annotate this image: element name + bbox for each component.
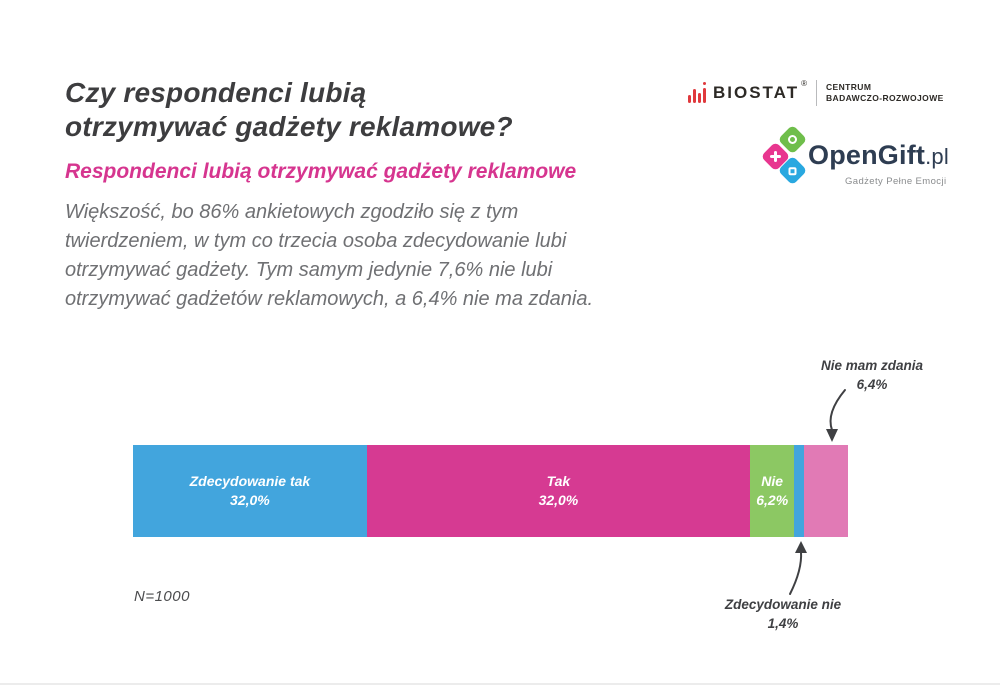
- stacked-bar: Zdecydowanie tak 32,0% Tak 32,0% Nie 6,2%: [133, 445, 848, 537]
- biostat-bars-icon: [688, 82, 706, 103]
- page-title: Czy respondenci lubią otrzymywać gadżety…: [65, 76, 705, 144]
- page-title-line2: otrzymywać gadżety reklamowe?: [65, 111, 513, 142]
- page-title-line1: Czy respondenci lubią: [65, 77, 367, 108]
- annotation-nie-mam-zdania: Nie mam zdania 6,4%: [787, 356, 957, 394]
- logo-divider: [816, 80, 817, 106]
- sample-size-note: N=1000: [134, 588, 190, 605]
- registered-mark: ®: [801, 79, 809, 88]
- summary-line: otrzymywać gadżetów reklamowych, a 6,4% …: [65, 288, 594, 310]
- opengift-wordmark: OpenGift.pl: [808, 140, 949, 170]
- bar-segment-nie: Nie 6,2%: [750, 445, 795, 537]
- segment-value: 6,2%: [756, 492, 789, 508]
- segment-label: Tak: [546, 473, 571, 489]
- callout-arrow-down-icon: [826, 389, 846, 442]
- annotation-value: 6,4%: [856, 377, 888, 392]
- annotation-value: 1,4%: [767, 616, 799, 631]
- opengift-tagline: Gadżety Pełne Emocji: [845, 176, 947, 187]
- summary-line: twierdzeniem, w tym co trzecia osoba zde…: [65, 230, 567, 252]
- segment-value: 32,0%: [538, 492, 579, 508]
- annotation-label: Zdecydowanie nie: [724, 597, 842, 612]
- biostat-wordmark: BIOSTAT ®: [713, 79, 809, 102]
- subtitle: Respondenci lubią otrzymywać gadżety rek…: [65, 160, 577, 183]
- bar-segment-nie-mam-zdania: [803, 445, 848, 537]
- segment-label: Nie: [761, 473, 784, 489]
- opengift-logo: OpenGift.pl Gadżety Pełne Emocji: [760, 124, 960, 192]
- summary-paragraph: Większość, bo 86% ankietowych zgodziło s…: [65, 198, 745, 314]
- bar-segment-zdecydowanie-nie: [794, 445, 804, 537]
- bar-segment-tak: Tak 32,0%: [366, 445, 751, 537]
- summary-line: Większość, bo 86% ankietowych zgodziło s…: [65, 201, 519, 223]
- biostat-unit-label: CENTRUM BADAWCZO-ROZWOJOWE: [826, 82, 944, 103]
- segment-label: Zdecydowanie tak: [189, 473, 311, 489]
- segment-value: 32,0%: [230, 492, 270, 508]
- annotation-zdecydowanie-nie: Zdecydowanie nie 1,4%: [698, 595, 868, 633]
- annotation-label: Nie mam zdania: [820, 358, 924, 373]
- callout-arrow-up-icon: [789, 541, 807, 595]
- summary-line: otrzymywać gadżety. Tym samym jedynie 7,…: [65, 259, 553, 281]
- biostat-logo: BIOSTAT ® CENTRUM BADAWCZO-ROZWOJOWE: [688, 79, 944, 106]
- bar-segment-zdecydowanie-tak: Zdecydowanie tak 32,0%: [133, 445, 367, 537]
